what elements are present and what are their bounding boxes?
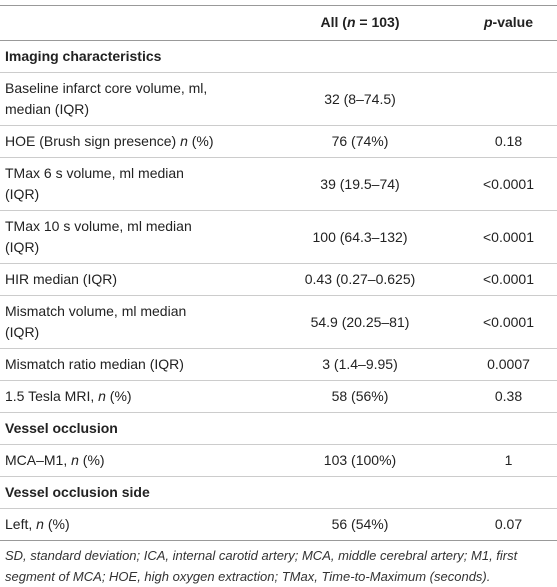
text-segment: HOE (Brush sign presence): [5, 133, 181, 149]
p-value-cell: 0.0007: [460, 348, 557, 381]
header-cell: p-value: [460, 5, 557, 41]
section-row: Vessel occlusion: [0, 412, 557, 445]
data-row: Left, n (%) 56 (54%) 0.07: [0, 508, 557, 541]
label-line: HIR median (IQR): [5, 269, 255, 290]
p-value-cell: 0.07: [460, 508, 557, 541]
text-segment: n: [346, 14, 356, 30]
footnote: SD, standard deviation; ICA, internal ca…: [5, 548, 518, 584]
value-cell: 0.43 (0.27–0.625): [260, 263, 460, 296]
label-line: TMax 6 s volume, ml median: [5, 163, 255, 184]
row-label: MCA–M1, n (%): [0, 444, 260, 477]
text-segment: (IQR): [5, 239, 40, 255]
text-segment: Mismatch volume, ml median: [5, 303, 187, 319]
label-line: Left, n (%): [5, 514, 255, 535]
value-cell: 32 (8–74.5): [260, 72, 460, 126]
row-label: Mismatch volume, ml median (IQR): [0, 295, 260, 349]
header-cell: All (n = 103): [260, 5, 460, 41]
label-line: Mismatch ratio median (IQR): [5, 354, 255, 375]
data-table: All (n = 103) p-value Imaging characterist…: [0, 5, 557, 541]
section-row: Imaging characteristics: [0, 40, 557, 73]
text-segment: p: [483, 14, 493, 30]
label-line: MCA–M1, n (%): [5, 450, 255, 471]
label-line: 1.5 Tesla MRI, n (%): [5, 386, 255, 407]
text-segment: = 103): [355, 14, 400, 30]
text-segment: MCA–M1,: [5, 452, 72, 468]
text-segment: (IQR): [5, 324, 40, 340]
data-row: Baseline infarct core volume, ml, median …: [0, 72, 557, 126]
row-label: HOE (Brush sign presence) n (%): [0, 125, 260, 158]
value-cell: 100 (64.3–132): [260, 210, 460, 264]
text-segment: -value: [492, 14, 534, 30]
text-segment: 1.5 Tesla MRI,: [5, 388, 99, 404]
text-segment: (IQR): [5, 186, 40, 202]
p-value-cell: <0.0001: [460, 263, 557, 296]
row-label: TMax 10 s volume, ml median (IQR): [0, 210, 260, 264]
value-cell: 103 (100%): [260, 444, 460, 477]
text-segment: n: [71, 452, 79, 468]
value-cell: 54.9 (20.25–81): [260, 295, 460, 349]
text-segment: n: [98, 388, 106, 404]
text-segment: Mismatch ratio median (IQR): [5, 356, 184, 372]
section-label: Vessel occlusion: [0, 412, 557, 445]
text-segment: n: [36, 516, 44, 532]
text-segment: HIR median (IQR): [5, 271, 118, 287]
row-label: HIR median (IQR): [0, 263, 260, 296]
data-row: Mismatch ratio median (IQR) 3 (1.4–9.95) 0…: [0, 348, 557, 381]
data-row: HOE (Brush sign presence) n (%) 76 (74%) 0…: [0, 125, 557, 158]
label-line: (IQR): [5, 237, 255, 258]
data-row: TMax 10 s volume, ml median (IQR) 100 (64.…: [0, 210, 557, 264]
text-segment: (%): [105, 388, 132, 404]
value-cell: 39 (19.5–74): [260, 157, 460, 211]
text-segment: n: [180, 133, 188, 149]
row-label: 1.5 Tesla MRI, n (%): [0, 380, 260, 413]
p-value-cell: 0.18: [460, 125, 557, 158]
text-segment: Left,: [5, 516, 37, 532]
row-label: Mismatch ratio median (IQR): [0, 348, 260, 381]
row-label: Left, n (%): [0, 508, 260, 541]
label-line: HOE (Brush sign presence) n (%): [5, 131, 255, 152]
section-label: Imaging characteristics: [0, 40, 557, 73]
label-line: Mismatch volume, ml median: [5, 301, 255, 322]
value-cell: 3 (1.4–9.95): [260, 348, 460, 381]
label-line: TMax 10 s volume, ml median: [5, 216, 255, 237]
value-cell: 56 (54%): [260, 508, 460, 541]
label-line: Baseline infarct core volume, ml,: [5, 78, 255, 99]
text-segment: median (IQR): [5, 101, 90, 117]
p-value-cell: [460, 72, 557, 126]
header-cell: [0, 5, 260, 41]
text-segment: (%): [78, 452, 105, 468]
section-label: Vessel occlusion side: [0, 476, 557, 509]
text-segment: (%): [187, 133, 214, 149]
p-value-cell: <0.0001: [460, 210, 557, 264]
data-row: Mismatch volume, ml median (IQR) 54.9 (20.…: [0, 295, 557, 349]
text-segment: TMax 6 s volume, ml median: [5, 165, 184, 181]
text-segment: All (: [320, 14, 347, 30]
value-cell: 58 (56%): [260, 380, 460, 413]
label-line: median (IQR): [5, 99, 255, 120]
p-value-cell: 1: [460, 444, 557, 477]
section-row: Vessel occlusion side: [0, 476, 557, 509]
data-row: MCA–M1, n (%) 103 (100%) 1: [0, 444, 557, 477]
p-value-cell: <0.0001: [460, 295, 557, 349]
header-row: All (n = 103) p-value: [0, 5, 557, 41]
data-row: TMax 6 s volume, ml median (IQR) 39 (19.5–…: [0, 157, 557, 211]
text-segment: (%): [43, 516, 70, 532]
text-segment: Baseline infarct core volume, ml,: [5, 80, 208, 96]
row-label: TMax 6 s volume, ml median (IQR): [0, 157, 260, 211]
p-value-cell: 0.38: [460, 380, 557, 413]
text-segment: TMax 10 s volume, ml median: [5, 218, 192, 234]
label-line: (IQR): [5, 322, 255, 343]
label-line: (IQR): [5, 184, 255, 205]
row-label: Baseline infarct core volume, ml, median …: [0, 72, 260, 126]
data-row: HIR median (IQR) 0.43 (0.27–0.625) <0.0001: [0, 263, 557, 296]
value-cell: 76 (74%): [260, 125, 460, 158]
page: All (n = 103) p-value Imaging characterist…: [0, 5, 557, 584]
p-value-cell: <0.0001: [460, 157, 557, 211]
data-row: 1.5 Tesla MRI, n (%) 58 (56%) 0.38: [0, 380, 557, 413]
